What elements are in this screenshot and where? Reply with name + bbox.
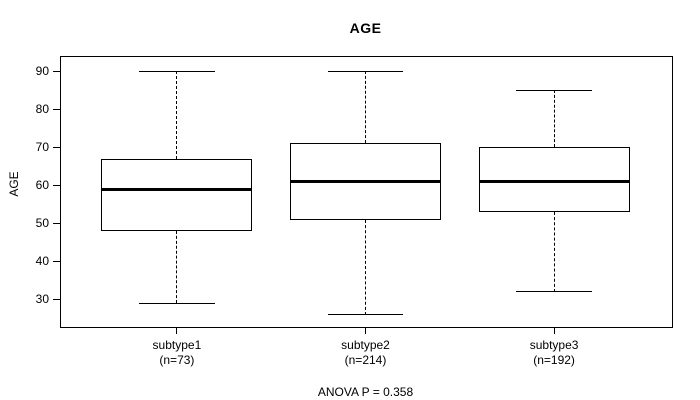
chart-title: AGE xyxy=(349,20,382,36)
y-tick-label: 90 xyxy=(35,64,49,79)
whisker-cap-bottom-subtype2 xyxy=(327,314,404,316)
whisker-cap-top-subtype2 xyxy=(327,70,404,72)
whisker-upper-subtype2 xyxy=(365,71,366,144)
y-tick-label: 80 xyxy=(35,102,49,117)
x-label-count-subtype2: (n=214) xyxy=(344,353,387,367)
whisker-cap-bottom-subtype1 xyxy=(139,302,215,304)
whisker-lower-subtype3 xyxy=(553,211,555,292)
box-subtype3 xyxy=(478,147,630,212)
x-group-label-subtype2: subtype2 (n=214) xyxy=(286,338,446,368)
y-tick-mark xyxy=(53,184,60,186)
x-label-name-subtype3: subtype3 xyxy=(529,338,579,352)
whisker-lower-subtype2 xyxy=(365,219,366,315)
x-group-label-subtype1: subtype1 (n=73) xyxy=(97,338,257,368)
whisker-lower-subtype1 xyxy=(176,230,178,304)
whisker-upper-subtype1 xyxy=(176,71,178,159)
whisker-cap-top-subtype1 xyxy=(139,70,215,72)
median-line-subtype1 xyxy=(101,187,253,191)
y-tick-mark xyxy=(53,260,60,262)
median-line-subtype2 xyxy=(290,179,441,183)
x-tick-mark-subtype2 xyxy=(365,327,366,334)
whisker-upper-subtype3 xyxy=(553,90,555,148)
anova-annotation: ANOVA P = 0.358 xyxy=(317,385,414,399)
x-label-name-subtype2: subtype2 xyxy=(341,338,390,352)
x-group-label-subtype3: subtype3 (n=192) xyxy=(474,338,634,368)
y-tick-label: 50 xyxy=(35,216,49,231)
y-tick-mark xyxy=(53,222,60,224)
y-tick-mark xyxy=(53,146,60,148)
x-tick-mark-subtype3 xyxy=(553,327,555,334)
median-line-subtype3 xyxy=(478,179,630,183)
y-tick-label: 30 xyxy=(35,292,49,307)
y-tick-label: 60 xyxy=(35,178,49,193)
y-tick-mark xyxy=(53,108,60,110)
y-tick-mark xyxy=(53,70,60,72)
x-label-count-subtype3: (n=192) xyxy=(533,353,575,367)
x-label-name-subtype1: subtype1 xyxy=(152,338,202,352)
box-subtype1 xyxy=(101,158,253,231)
x-tick-mark-subtype1 xyxy=(176,327,178,334)
x-label-count-subtype1: (n=73) xyxy=(159,353,195,367)
y-tick-label: 40 xyxy=(35,254,49,269)
whisker-cap-bottom-subtype3 xyxy=(516,291,592,293)
y-tick-label: 70 xyxy=(35,140,49,155)
whisker-cap-top-subtype3 xyxy=(516,89,592,91)
y-tick-mark xyxy=(53,298,60,300)
